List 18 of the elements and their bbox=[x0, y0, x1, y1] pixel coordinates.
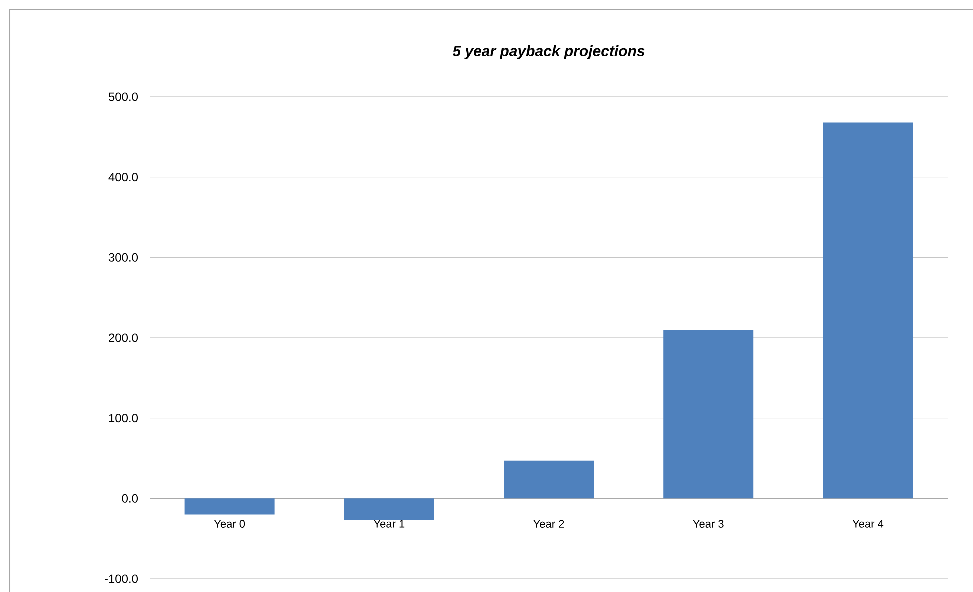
y-tick-label: 500.0 bbox=[108, 92, 138, 102]
x-tick-label: Year 0 bbox=[214, 520, 246, 528]
y-tick-label: -100.0 bbox=[104, 574, 138, 584]
bar bbox=[823, 122, 914, 499]
bar bbox=[344, 498, 434, 520]
bar bbox=[504, 460, 594, 499]
x-tick-label: Year 2 bbox=[534, 520, 564, 528]
bar bbox=[184, 498, 275, 515]
x-tick-label: Year 4 bbox=[852, 520, 884, 528]
bar bbox=[664, 330, 754, 499]
x-tick-label: Year 1 bbox=[374, 520, 405, 528]
x-tick-label: Year 3 bbox=[693, 520, 724, 528]
y-tick-label: 200.0 bbox=[109, 334, 138, 342]
y-tick-label: 400.0 bbox=[108, 173, 138, 182]
y-tick-label: 100.0 bbox=[109, 414, 138, 423]
y-tick-label: 0.0 bbox=[122, 494, 138, 503]
chart-title: 5 year payback projections bbox=[452, 46, 645, 60]
y-tick-label: 300.0 bbox=[108, 253, 138, 262]
